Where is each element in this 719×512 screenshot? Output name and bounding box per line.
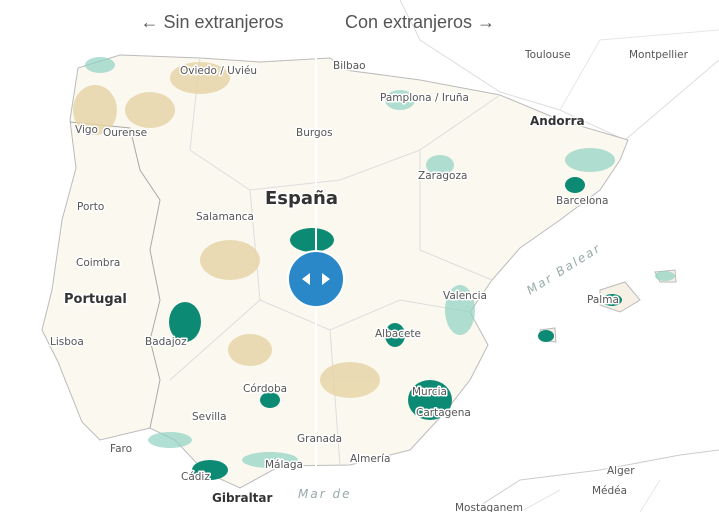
city-label: Palma (587, 294, 619, 306)
city-label: Badajoz (145, 336, 187, 348)
city-label: Almería (350, 453, 390, 465)
city-label: Granada (297, 433, 342, 445)
city-label: Zaragoza (418, 170, 467, 182)
country-label: España (265, 188, 338, 209)
city-label: Bilbao (333, 60, 366, 72)
sea-label: Mar de (298, 487, 351, 501)
city-label: Toulouse (524, 49, 571, 61)
city-label: Barcelona (556, 195, 608, 207)
basemap (41, 0, 719, 512)
country-label: Gibraltar (212, 491, 273, 505)
before-toggle[interactable]: ← Sin extranjeros (140, 12, 283, 32)
city-label: Burgos (296, 127, 333, 139)
city-label: Vigo (75, 124, 98, 136)
city-label: Valencia (443, 290, 487, 302)
city-label: Pamplona / Iruña (380, 92, 469, 104)
city-label: Córdoba (243, 383, 287, 395)
city-label: Coimbra (76, 257, 120, 269)
after-toggle[interactable]: Con extranjeros → (345, 12, 495, 32)
city-label: Ourense (103, 127, 147, 139)
city-label: Sevilla (192, 411, 227, 423)
city-label: Albacete (375, 328, 421, 340)
city-label: Mostaganem (455, 502, 523, 512)
city-label: Montpellier (629, 49, 689, 61)
city-label: Málaga (265, 459, 303, 471)
city-label: Murcia (412, 386, 447, 398)
city-label: Cartagena (416, 407, 471, 419)
sea-label: Mar Balear (524, 241, 604, 298)
city-label: Lisboa (50, 336, 84, 348)
city-label: Salamanca (196, 211, 254, 223)
city-label: Faro (110, 443, 132, 455)
city-label: Alger (607, 465, 635, 477)
country-label: Andorra (530, 114, 585, 128)
slider-handle[interactable] (287, 250, 345, 308)
city-label: Oviedo / Uviéu (180, 65, 257, 77)
country-label: Portugal (64, 292, 127, 307)
city-label: Cádiz (181, 471, 210, 483)
city-label: Porto (77, 201, 104, 213)
city-label: Médéa (592, 485, 627, 497)
